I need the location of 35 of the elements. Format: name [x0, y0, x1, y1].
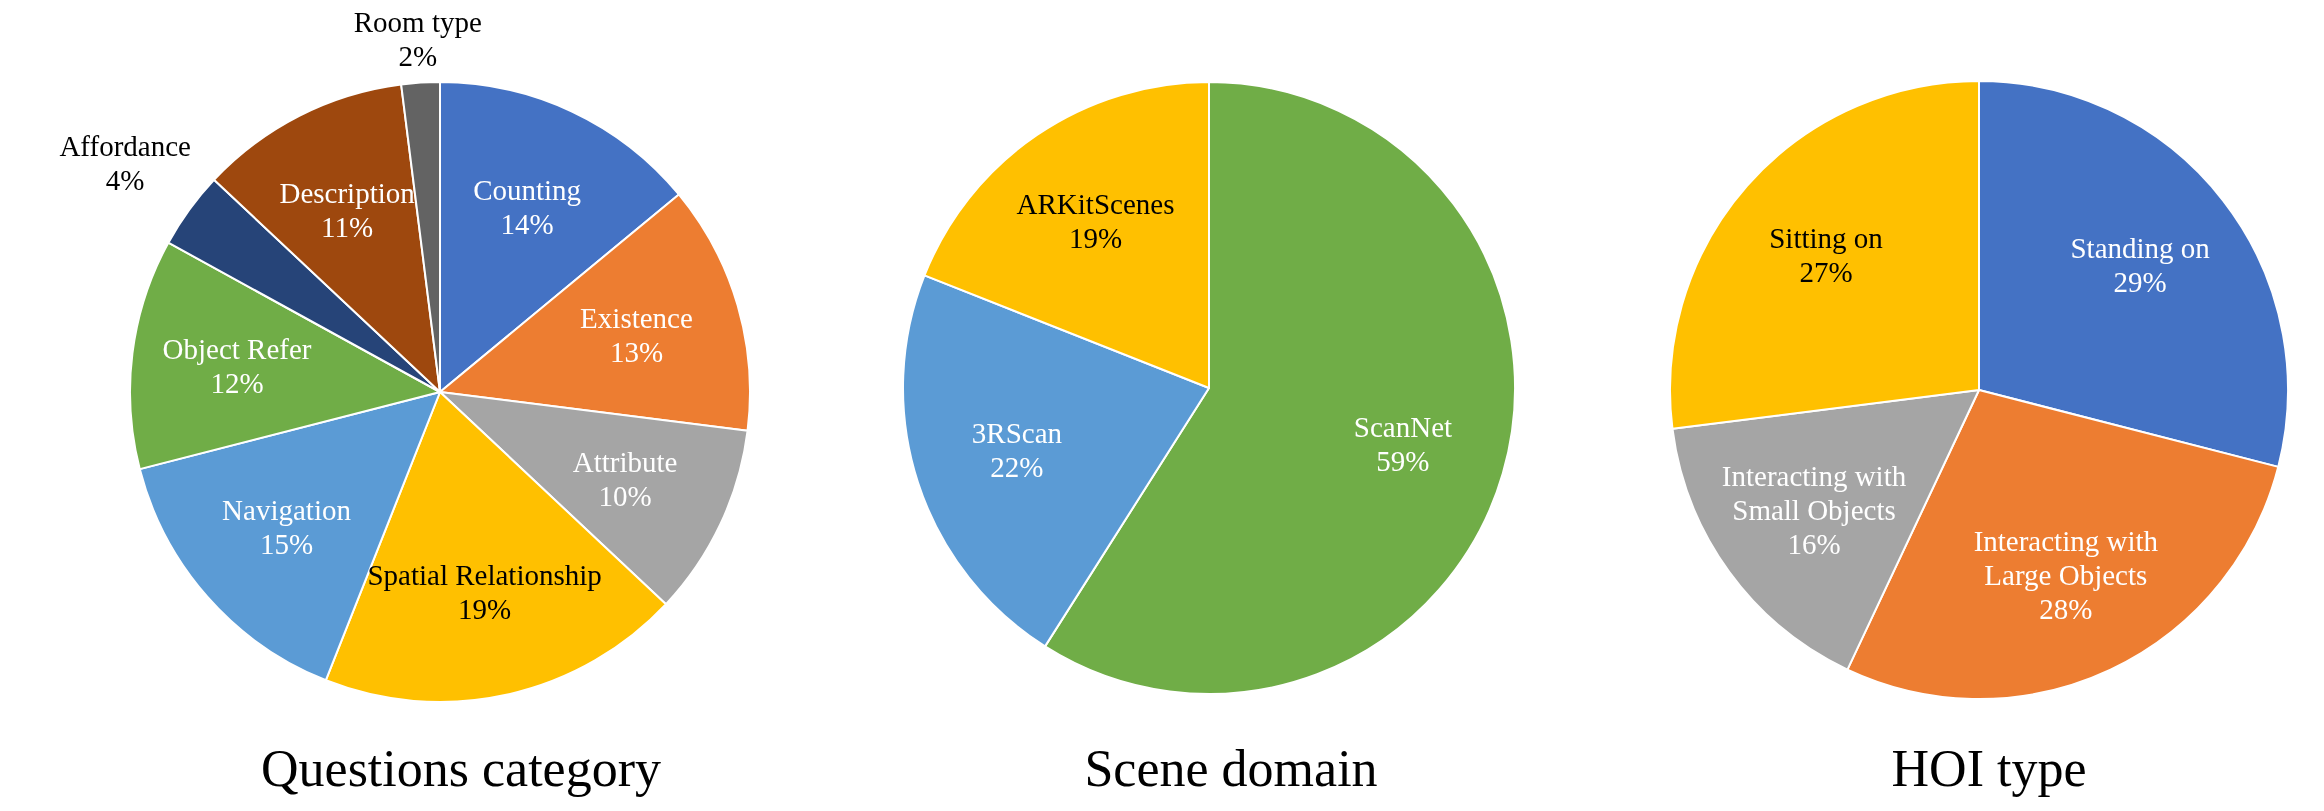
text: Questions category	[260, 739, 662, 797]
data-label: 2%	[398, 39, 438, 72]
data-label: 13%	[609, 335, 664, 368]
data-label: 11%	[321, 210, 374, 243]
slice-label: Affordance	[59, 130, 191, 163]
data-label: 28%	[2039, 592, 2093, 625]
slice-label: Counting	[473, 173, 582, 206]
slice-label: Object Refer	[162, 333, 312, 366]
slice-label: ARKitScenes	[1016, 187, 1175, 220]
data-label: 14%	[500, 207, 554, 240]
data-label: 19%	[1068, 221, 1123, 254]
slice-label: Existence	[580, 301, 693, 334]
data-label: 27%	[1799, 256, 1853, 289]
data-label: 59%	[1376, 445, 1430, 478]
data-label: 29%	[2113, 266, 2167, 298]
slice-label: Interacting with Large Objects	[1973, 524, 2159, 591]
data-label: 16%	[1787, 527, 1841, 560]
slice-label: 3RScan	[971, 417, 1063, 450]
data-label: 10%	[598, 480, 652, 513]
text: Scene domain	[1084, 739, 1378, 797]
data-label: 4%	[105, 164, 145, 197]
data-label: 19%	[458, 592, 512, 625]
slice-label: Navigation	[222, 494, 352, 527]
slice-label: Interacting with Small Objects	[1721, 459, 1907, 526]
slice-label: Sitting on	[1769, 222, 1884, 255]
data-label: 15%	[259, 528, 314, 561]
slice-label: ScanNet	[1353, 411, 1453, 444]
slice-label: Description	[279, 176, 416, 209]
slice-label: Standing on	[2070, 232, 2211, 264]
data-label: 12%	[210, 367, 264, 400]
slice-label: Room type	[353, 5, 482, 38]
text: HOI type	[1891, 739, 2087, 797]
slice-label: Spatial Relationship	[367, 558, 602, 591]
data-label: 22%	[990, 451, 1044, 484]
slice-label: Attribute	[572, 446, 678, 479]
